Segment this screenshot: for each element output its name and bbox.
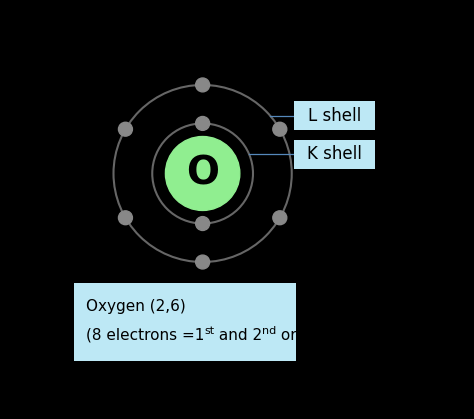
Circle shape bbox=[196, 255, 210, 269]
Circle shape bbox=[196, 78, 210, 92]
Circle shape bbox=[273, 122, 287, 136]
Text: K shell: K shell bbox=[307, 145, 362, 163]
Circle shape bbox=[165, 137, 240, 210]
FancyBboxPatch shape bbox=[294, 101, 374, 130]
Text: Oxygen (2,6): Oxygen (2,6) bbox=[86, 299, 185, 314]
Text: O: O bbox=[186, 155, 219, 192]
Text: and 2: and 2 bbox=[214, 328, 262, 343]
Text: (8 electrons =1: (8 electrons =1 bbox=[86, 328, 204, 343]
Circle shape bbox=[118, 122, 132, 136]
FancyBboxPatch shape bbox=[294, 140, 374, 169]
Circle shape bbox=[118, 211, 132, 225]
FancyBboxPatch shape bbox=[74, 283, 296, 361]
Text: nd: nd bbox=[262, 326, 276, 336]
Circle shape bbox=[273, 211, 287, 225]
Circle shape bbox=[196, 116, 210, 130]
Text: st: st bbox=[204, 326, 214, 336]
Circle shape bbox=[196, 217, 210, 230]
Text: L shell: L shell bbox=[308, 107, 361, 125]
Text: orbit): orbit) bbox=[276, 328, 323, 343]
